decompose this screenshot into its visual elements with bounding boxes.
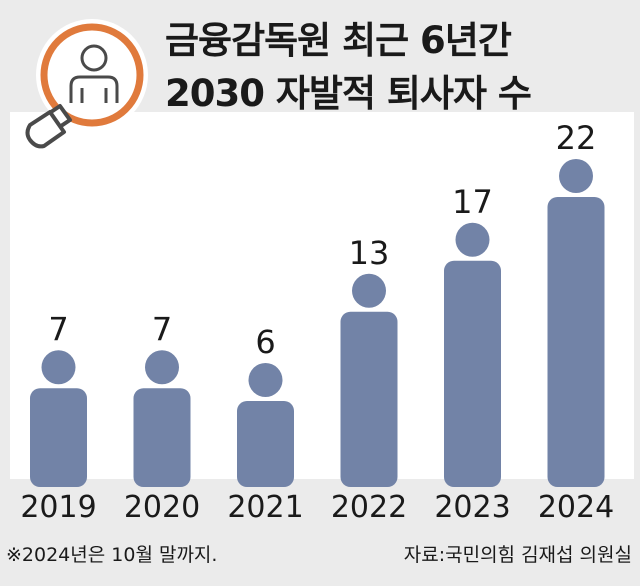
bar-2022 [340,311,398,487]
source-note: 자료:국민의힘 김재섭 의원실 [403,544,632,566]
chart-title-line-1: 금융감독원 최근 6년간 [165,19,512,62]
data-label-2023: 17 [452,183,493,221]
data-label-2020: 7 [152,310,172,348]
bar-2024 [547,197,605,487]
data-label-2021: 6 [255,323,275,361]
data-label-2019: 7 [48,310,68,348]
bar-2020 [133,388,191,487]
bar-head-2019 [41,350,76,385]
bar-2019 [30,388,87,487]
bar-head-2024 [559,159,593,193]
bar-head-2021 [248,363,283,397]
bar-2023 [444,260,501,487]
bar-head-2023 [455,222,490,257]
x-axis: 2019 2020 2021 2022 2023 2024 [20,490,614,525]
value-labels: 7 7 6 13 17 22 [48,119,596,361]
x-tick-2021: 2021 [227,490,303,525]
x-tick-2019: 2019 [20,490,96,525]
footnote: ※2024년은 10월 말까지. [6,544,218,566]
plot-background [10,112,634,479]
x-tick-2022: 2022 [331,490,407,525]
magnifier-person-icon [25,19,148,149]
x-tick-2024: 2024 [538,490,614,525]
bar-series [30,159,605,487]
data-label-2022: 13 [349,234,390,272]
chart-title-line-2: 2030 자발적 퇴사자 수 [165,72,532,115]
x-tick-2020: 2020 [124,490,200,525]
bar-2021 [237,401,294,487]
x-tick-2023: 2023 [434,490,510,525]
bar-head-2020 [145,350,179,385]
bar-head-2022 [352,273,386,308]
data-label-2024: 22 [556,119,597,157]
